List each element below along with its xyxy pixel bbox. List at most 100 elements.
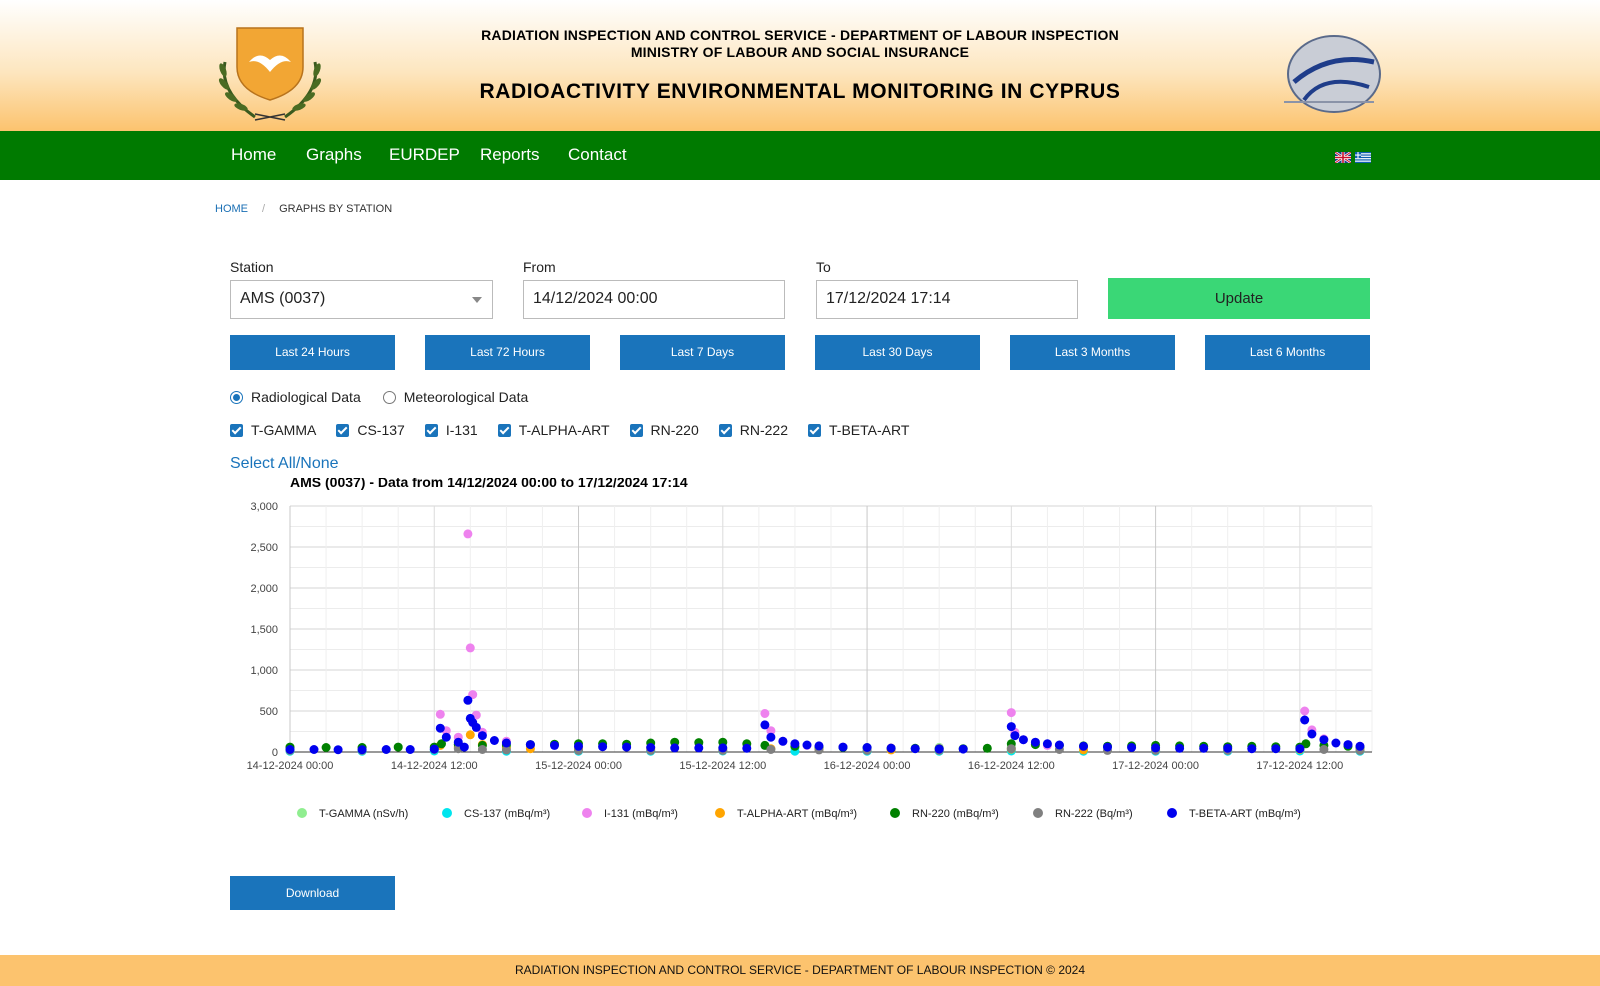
legend-marker <box>582 808 592 818</box>
main-nav: Home Graphs EURDEP Reports Contact <box>0 131 1600 180</box>
data-point <box>321 743 331 752</box>
checkbox-rn-222[interactable] <box>718 423 732 437</box>
update-button[interactable]: Update <box>1108 278 1370 319</box>
checkbox-rn-220[interactable] <box>629 423 643 437</box>
data-point <box>1300 715 1310 725</box>
checkbox-label: RN-220 <box>650 422 699 438</box>
data-point <box>1319 745 1329 754</box>
data-point <box>477 731 487 741</box>
data-point <box>760 720 770 730</box>
from-date-value: 14/12/2024 00:00 <box>533 290 658 307</box>
data-point <box>471 722 481 732</box>
checkbox-t-beta-art[interactable] <box>808 423 821 437</box>
checkbox-cs-137[interactable] <box>336 423 350 437</box>
nav-contact[interactable]: Contact <box>568 145 627 164</box>
data-point <box>910 744 920 754</box>
x-tick-label: 14-12-2024 12:00 <box>391 760 478 772</box>
last-3-months-button[interactable]: Last 3 Months <box>1010 335 1175 370</box>
data-point <box>333 745 343 755</box>
data-point <box>742 743 752 753</box>
checkbox-t-alpha-art[interactable] <box>497 423 511 437</box>
last-30-days-button[interactable]: Last 30 Days <box>815 335 980 370</box>
y-tick-label: 1,500 <box>250 624 278 636</box>
legend-label[interactable]: T-GAMMA (nSv/h) <box>319 808 408 820</box>
breadcrumb-separator: / <box>262 203 266 215</box>
data-point <box>1054 740 1064 750</box>
data-point <box>381 745 391 754</box>
checkbox-label: I-131 <box>445 422 478 438</box>
data-point <box>1006 744 1016 754</box>
last-6-months-button[interactable]: Last 6 Months <box>1205 335 1370 370</box>
data-point <box>670 743 680 753</box>
from-date-input[interactable]: 14/12/2024 00:00 <box>523 280 785 319</box>
data-point <box>862 743 872 752</box>
y-tick-label: 2,500 <box>250 542 278 554</box>
x-tick-label: 15-12-2024 12:00 <box>679 760 766 772</box>
legend-label[interactable]: I-131 (mBq/m³) <box>604 808 678 820</box>
data-point <box>766 745 776 754</box>
data-point <box>778 736 788 746</box>
last-24-hours-button[interactable]: Last 24 Hours <box>230 335 395 370</box>
legend-marker <box>442 808 452 818</box>
data-point <box>1355 741 1365 751</box>
chevron-down-icon <box>472 297 482 303</box>
last-7-days-button[interactable]: Last 7 Days <box>620 335 785 370</box>
data-point <box>802 740 812 750</box>
data-point <box>1247 744 1257 754</box>
data-point <box>694 743 704 753</box>
legend-label[interactable]: CS-137 (mBq/m³) <box>464 808 550 820</box>
data-point <box>1006 722 1016 732</box>
uk-flag-icon[interactable] <box>1335 152 1351 163</box>
data-point <box>405 745 415 754</box>
data-point <box>1018 735 1028 745</box>
language-flags <box>1335 152 1371 163</box>
data-point <box>1331 738 1341 748</box>
meteorological-radio[interactable] <box>382 390 396 404</box>
data-point <box>441 732 451 742</box>
data-point <box>1199 743 1209 753</box>
breadcrumb-home[interactable]: HOME <box>215 203 248 215</box>
series-checkbox-group: T-GAMMA CS-137 I-131 T-ALPHA-ART RN-220 … <box>230 422 929 438</box>
y-tick-label: 1,000 <box>250 665 278 677</box>
site-header: RADIATION INSPECTION AND CONTROL SERVICE… <box>0 0 1600 131</box>
last-72-hours-button[interactable]: Last 72 Hours <box>425 335 590 370</box>
select-all-none-link[interactable]: Select All/None <box>230 455 339 472</box>
x-tick-label: 16-12-2024 00:00 <box>824 760 911 772</box>
page-title: RADIOACTIVITY ENVIRONMENTAL MONITORING I… <box>479 80 1121 103</box>
data-point <box>622 742 632 752</box>
site-footer: RADIATION INSPECTION AND CONTROL SERVICE… <box>0 955 1600 986</box>
header-line-ministry: MINISTRY OF LABOUR AND SOCIAL INSURANCE <box>630 44 970 60</box>
data-point <box>1042 739 1052 749</box>
checkbox-i-131[interactable] <box>424 423 438 437</box>
nav-reports[interactable]: Reports <box>480 145 540 164</box>
data-point <box>1301 739 1311 749</box>
station-select[interactable]: AMS (0037) <box>230 280 493 319</box>
greece-flag-icon[interactable] <box>1355 152 1371 163</box>
legend-label[interactable]: T-ALPHA-ART (mBq/m³) <box>737 808 857 820</box>
data-point <box>1151 743 1161 753</box>
nav-graphs[interactable]: Graphs <box>306 145 362 164</box>
x-tick-label: 17-12-2024 12:00 <box>1256 760 1343 772</box>
legend-label[interactable]: RN-220 (mBq/m³) <box>912 808 999 820</box>
to-date-input[interactable]: 17/12/2024 17:14 <box>816 280 1078 319</box>
checkbox-t-gamma[interactable] <box>230 423 243 437</box>
data-point <box>766 732 776 742</box>
legend-marker <box>1033 808 1043 818</box>
legend-label[interactable]: T-BETA-ART (mBq/m³) <box>1189 808 1301 820</box>
data-point <box>1010 731 1020 741</box>
data-point <box>838 742 848 752</box>
station-label: Station <box>230 259 274 275</box>
x-tick-label: 17-12-2024 00:00 <box>1112 760 1199 772</box>
y-tick-label: 2,000 <box>250 583 278 595</box>
series-t-beta-art <box>285 695 1365 755</box>
data-point <box>646 743 656 752</box>
nav-eurdep[interactable]: EURDEP <box>389 145 460 164</box>
data-type-radio-group: Radiological Data Meteorological Data <box>230 389 528 405</box>
download-button[interactable]: Download <box>230 876 395 910</box>
data-point <box>766 726 776 736</box>
nav-home[interactable]: Home <box>231 145 277 164</box>
station-select-value: AMS (0037) <box>240 290 326 307</box>
radiological-radio[interactable] <box>230 390 243 404</box>
legend-label[interactable]: RN-222 (Bq/m³) <box>1055 808 1133 820</box>
data-point <box>501 745 511 755</box>
